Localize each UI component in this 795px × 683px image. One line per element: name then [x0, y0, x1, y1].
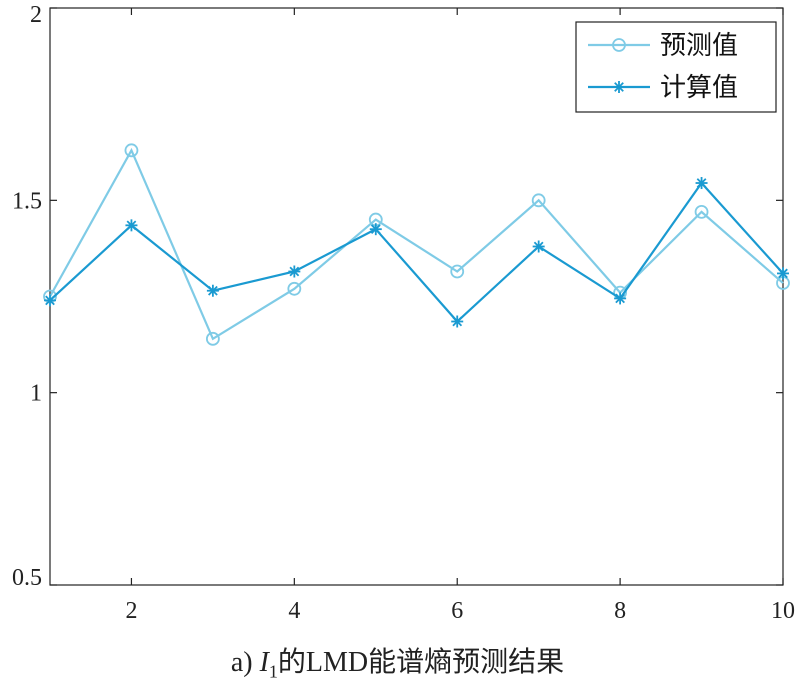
- data-point: [124, 143, 139, 158]
- legend-marker: [612, 38, 626, 52]
- caption-variable: I: [259, 647, 269, 678]
- series-line-1: [49, 147, 784, 341]
- data-point: [451, 315, 464, 328]
- x-tick-label: 4: [288, 598, 300, 624]
- caption-prefix: a): [230, 647, 260, 678]
- data-point: [44, 294, 56, 307]
- x-tick-label: 8: [614, 598, 626, 624]
- data-point: [287, 281, 302, 296]
- figure-caption: a) I1的LMD能谱熵预测结果: [0, 640, 795, 683]
- data-point: [450, 264, 465, 279]
- y-tick-label: 0.5: [12, 565, 42, 591]
- x-tick-label: 6: [451, 598, 463, 624]
- x-tick-label: 10: [771, 598, 795, 624]
- data-point: [125, 219, 138, 232]
- x-tick-label: 2: [125, 598, 137, 624]
- y-tick-label: 1.5: [12, 188, 42, 214]
- series-layer: [43, 143, 790, 346]
- legend-marker: [613, 81, 625, 93]
- legend-label: 预测值: [660, 31, 738, 61]
- data-point: [288, 265, 301, 278]
- data-point: [777, 267, 789, 280]
- legend-label: 计算值: [660, 73, 738, 103]
- data-point: [695, 177, 708, 190]
- caption-suffix: 的LMD能谱熵预测结果: [277, 647, 565, 678]
- caption-subscript: 1: [268, 661, 278, 682]
- legend-box: [575, 21, 777, 113]
- y-tick-label: 2: [30, 2, 42, 28]
- y-tick-label: 1: [30, 381, 42, 407]
- data-point: [369, 223, 382, 236]
- data-point: [694, 204, 709, 219]
- data-point: [532, 240, 545, 253]
- axis-ticks: 2 4 6 8 10 0.5 1 1.5 2: [12, 2, 795, 624]
- data-point: [205, 331, 220, 346]
- data-point: [614, 292, 627, 305]
- series-line-2: [49, 181, 784, 324]
- data-point: [531, 193, 546, 208]
- data-point: [206, 284, 219, 297]
